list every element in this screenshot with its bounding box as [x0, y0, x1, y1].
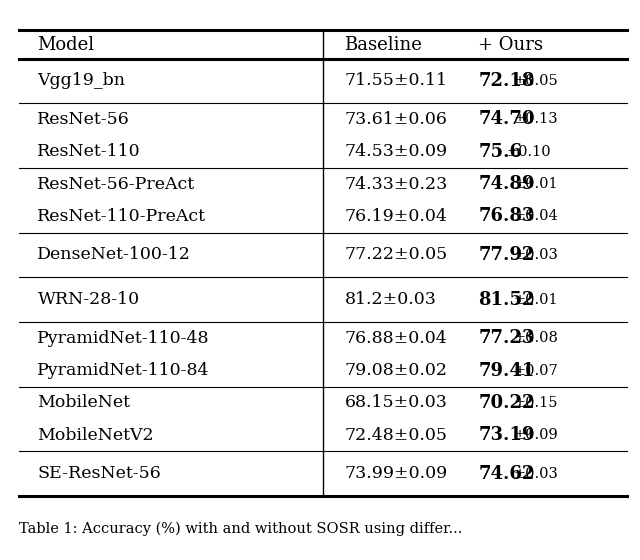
Text: 73.19: 73.19	[478, 426, 534, 444]
Text: Baseline: Baseline	[344, 35, 422, 54]
Text: ±0.04: ±0.04	[513, 209, 558, 223]
Text: ResNet-110: ResNet-110	[37, 143, 141, 160]
Text: 74.70: 74.70	[478, 110, 535, 128]
Text: 73.99±0.09: 73.99±0.09	[344, 465, 448, 482]
Text: PyramidNet-110-84: PyramidNet-110-84	[37, 362, 210, 379]
Text: Vgg19_bn: Vgg19_bn	[37, 72, 125, 90]
Text: ResNet-56-PreAct: ResNet-56-PreAct	[37, 176, 196, 193]
Text: ±0.01: ±0.01	[513, 177, 558, 191]
Text: 74.33±0.23: 74.33±0.23	[344, 176, 448, 193]
Text: 74.53±0.09: 74.53±0.09	[344, 143, 447, 160]
Text: 77.92: 77.92	[478, 246, 534, 264]
Text: 81.52: 81.52	[478, 291, 535, 309]
Text: 79.08±0.02: 79.08±0.02	[344, 362, 447, 379]
Text: + Ours: + Ours	[478, 35, 543, 54]
Text: 79.41: 79.41	[478, 362, 534, 380]
Text: SE-ResNet-56: SE-ResNet-56	[37, 465, 161, 482]
Text: 73.61±0.06: 73.61±0.06	[344, 111, 447, 128]
Text: ±0.09: ±0.09	[513, 428, 558, 442]
Text: ±0.07: ±0.07	[513, 363, 558, 377]
Text: 74.89: 74.89	[478, 175, 534, 193]
Text: ±0.13: ±0.13	[513, 113, 558, 127]
Text: ±0.03: ±0.03	[513, 248, 558, 262]
Text: ResNet-56: ResNet-56	[37, 111, 130, 128]
Text: PyramidNet-110-48: PyramidNet-110-48	[37, 330, 210, 347]
Text: MobileNetV2: MobileNetV2	[37, 427, 154, 444]
Text: 76.19±0.04: 76.19±0.04	[344, 208, 447, 225]
Text: 68.15±0.03: 68.15±0.03	[344, 394, 447, 412]
Text: ±0.08: ±0.08	[513, 331, 558, 345]
Text: ±0.03: ±0.03	[513, 466, 558, 480]
Text: DenseNet-100-12: DenseNet-100-12	[37, 246, 191, 263]
Text: 77.22±0.05: 77.22±0.05	[344, 246, 448, 263]
Text: 75.6: 75.6	[478, 143, 522, 161]
Text: ±0.10: ±0.10	[506, 144, 551, 158]
Text: 70.22: 70.22	[478, 394, 535, 412]
Text: 74.62: 74.62	[478, 465, 534, 483]
Text: WRN-28-10: WRN-28-10	[37, 291, 140, 308]
Text: Table 1: Accuracy (%) with and without SOSR using differ...: Table 1: Accuracy (%) with and without S…	[19, 521, 463, 535]
Text: ±0.15: ±0.15	[513, 396, 557, 410]
Text: ±0.01: ±0.01	[513, 293, 558, 307]
Text: ResNet-110-PreAct: ResNet-110-PreAct	[37, 208, 207, 225]
Text: 72.48±0.05: 72.48±0.05	[344, 427, 447, 444]
Text: ±0.05: ±0.05	[513, 74, 558, 88]
Text: 71.55±0.11: 71.55±0.11	[344, 72, 447, 90]
Text: 76.83: 76.83	[478, 207, 534, 226]
Text: 81.2±0.03: 81.2±0.03	[344, 291, 436, 308]
Text: 77.23: 77.23	[478, 329, 534, 347]
Text: 72.18: 72.18	[478, 72, 534, 90]
Text: Model: Model	[37, 35, 95, 54]
Text: MobileNet: MobileNet	[37, 394, 131, 412]
Text: 76.88±0.04: 76.88±0.04	[344, 330, 447, 347]
